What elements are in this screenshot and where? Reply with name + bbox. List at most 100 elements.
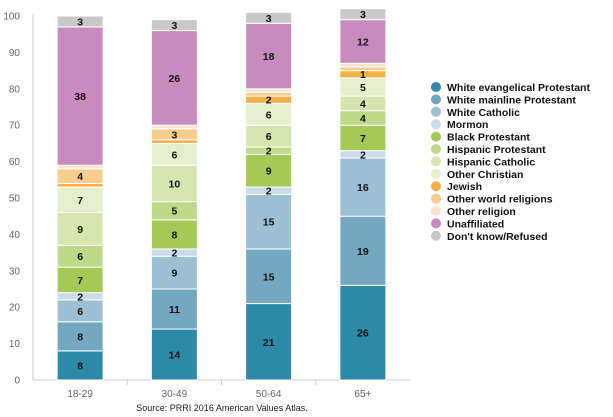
legend-label: Other Christian bbox=[447, 169, 523, 181]
bar-segment bbox=[150, 288, 198, 330]
legend-swatch bbox=[431, 230, 441, 241]
legend-swatch bbox=[431, 168, 441, 179]
bar-segment bbox=[56, 266, 104, 294]
bar-segment bbox=[245, 303, 293, 381]
x-tick-label: 18-29 bbox=[67, 389, 93, 400]
data-label: 3 bbox=[266, 13, 272, 25]
legend-label: Black Protestant bbox=[447, 132, 530, 144]
data-label: 7 bbox=[360, 133, 366, 145]
legend-label: Other religion bbox=[447, 206, 516, 218]
bar-segment bbox=[339, 62, 387, 68]
bar-segment bbox=[150, 30, 198, 126]
bar-segment bbox=[245, 22, 293, 90]
legend-label: Other world religions bbox=[447, 194, 553, 206]
bar-segment bbox=[339, 124, 387, 152]
legend-swatch bbox=[431, 94, 441, 105]
bar-segment bbox=[245, 11, 293, 24]
bar-segment bbox=[339, 215, 387, 286]
data-label: 2 bbox=[171, 248, 177, 260]
bar-segment bbox=[339, 284, 387, 381]
bar-segment bbox=[56, 164, 104, 170]
y-tick-label: 30 bbox=[9, 266, 21, 277]
legend-label: Unaffiliated bbox=[447, 218, 504, 230]
y-tick-label: 90 bbox=[9, 48, 21, 59]
y-tick-label: 80 bbox=[9, 84, 21, 95]
data-label: 26 bbox=[357, 328, 369, 340]
y-tick-label: 60 bbox=[9, 157, 21, 168]
data-label: 38 bbox=[74, 91, 86, 103]
legend-swatch bbox=[431, 181, 441, 192]
legend-swatch bbox=[431, 106, 441, 117]
data-label: 6 bbox=[266, 131, 272, 143]
legend-label: White evangelical Protestant bbox=[447, 82, 590, 94]
data-label: 6 bbox=[171, 149, 177, 161]
bar-segment bbox=[56, 212, 104, 246]
x-tick-label: 65+ bbox=[354, 389, 371, 400]
y-tick-label: 50 bbox=[9, 194, 21, 205]
bar-segment bbox=[339, 19, 387, 64]
bar-segment bbox=[339, 8, 387, 21]
legend-label: Mormon bbox=[447, 119, 488, 131]
y-tick-label: 0 bbox=[14, 376, 20, 387]
x-tick-label: 50-64 bbox=[256, 389, 282, 400]
data-label: 21 bbox=[263, 337, 275, 349]
data-label: 19 bbox=[357, 246, 369, 258]
data-label: 5 bbox=[171, 206, 177, 218]
bar-segment bbox=[56, 350, 104, 381]
source-note: Source: PRRI 2016 American Values Atlas. bbox=[136, 403, 307, 413]
y-tick-label: 100 bbox=[3, 12, 20, 23]
data-label: 9 bbox=[266, 166, 272, 178]
bar-segment bbox=[245, 88, 293, 93]
data-label: 26 bbox=[169, 73, 181, 85]
data-label: 18 bbox=[263, 51, 275, 63]
bar-segment bbox=[56, 26, 104, 166]
data-label: 16 bbox=[357, 182, 369, 194]
data-label: 4 bbox=[360, 98, 366, 110]
bar-segment bbox=[339, 66, 387, 72]
data-label: 7 bbox=[77, 275, 83, 287]
legend-label: Hispanic Protestant bbox=[447, 144, 546, 156]
bar-segment bbox=[150, 124, 198, 130]
data-label: 12 bbox=[357, 36, 369, 48]
data-label: 3 bbox=[171, 20, 177, 32]
legend-swatch bbox=[431, 82, 441, 92]
legend-swatch bbox=[431, 119, 441, 130]
bar-segment bbox=[150, 219, 198, 250]
bar-segment bbox=[56, 321, 104, 352]
data-label: 14 bbox=[169, 350, 181, 362]
data-label: 9 bbox=[77, 224, 83, 236]
data-label: 2 bbox=[77, 291, 83, 303]
bar-segment bbox=[56, 15, 104, 28]
legend-label: Jewish bbox=[447, 181, 482, 193]
legend-label: White mainline Protestant bbox=[447, 94, 576, 106]
data-label: 2 bbox=[266, 95, 272, 107]
data-label: 3 bbox=[171, 129, 177, 141]
bar-segment bbox=[245, 193, 293, 250]
data-label: 7 bbox=[77, 195, 83, 207]
bars: 8862769743831411928510632632115152926621… bbox=[56, 8, 387, 381]
bar-segment bbox=[150, 164, 198, 203]
data-label: 15 bbox=[263, 271, 275, 283]
data-label: 4 bbox=[77, 171, 83, 183]
data-label: 5 bbox=[360, 82, 366, 94]
data-label: 3 bbox=[360, 9, 366, 21]
y-tick-label: 10 bbox=[9, 339, 21, 350]
data-label: 6 bbox=[266, 109, 272, 121]
bar-segment bbox=[245, 91, 293, 97]
x-axis: 18-29 30-49 50-64 65+ bbox=[33, 379, 410, 400]
bar-segment bbox=[150, 19, 198, 32]
y-tick-label: 70 bbox=[9, 121, 21, 132]
legend-label: Hispanic Catholic bbox=[447, 156, 535, 168]
legend-label: White Catholic bbox=[447, 107, 520, 119]
bar-segment bbox=[56, 182, 104, 188]
y-axis: 0 10 20 30 40 50 60 70 80 90 100 bbox=[3, 12, 34, 387]
data-label: 1 bbox=[360, 69, 366, 81]
legend-swatch bbox=[431, 193, 441, 204]
bar-segment bbox=[245, 248, 293, 305]
y-tick-label: 20 bbox=[9, 303, 21, 314]
y-tick-label: 40 bbox=[9, 230, 21, 241]
data-label: 2 bbox=[266, 186, 272, 198]
data-label: 11 bbox=[169, 304, 180, 316]
